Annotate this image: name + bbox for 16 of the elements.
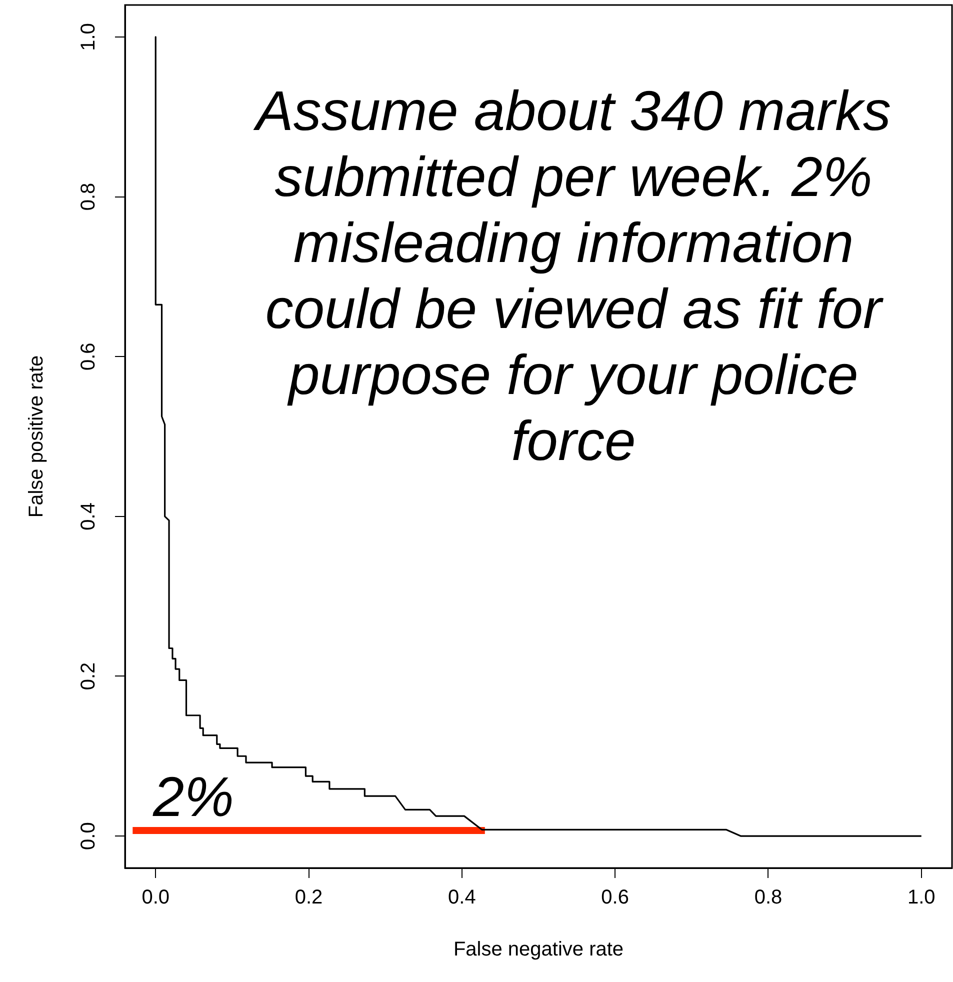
y-tick-label: 0.2: [78, 662, 100, 690]
y-tick-label: 0.4: [78, 502, 100, 530]
y-axis-title: False positive rate: [26, 355, 48, 518]
x-tick-label: 0.6: [601, 886, 629, 909]
y-tick-label: 1.0: [78, 23, 100, 51]
x-tick-label: 0.2: [294, 886, 323, 909]
x-tick-label: 0.0: [142, 886, 170, 909]
y-tick-label: 0.8: [78, 182, 100, 211]
x-tick-label: 0.8: [754, 886, 782, 909]
x-axis-title: False negative rate: [453, 938, 624, 961]
y-tick-label: 0.6: [78, 342, 100, 370]
y-tick-label: 0.0: [78, 822, 100, 850]
x-tick-label: 1.0: [907, 886, 936, 909]
x-tick-label: 0.4: [448, 886, 476, 909]
annotation: Assume about 340 marks submitted per week. 2% misleading information could be viewed as fit for purpose for your police force: [253, 79, 891, 472]
annotation: 2%: [152, 765, 234, 828]
